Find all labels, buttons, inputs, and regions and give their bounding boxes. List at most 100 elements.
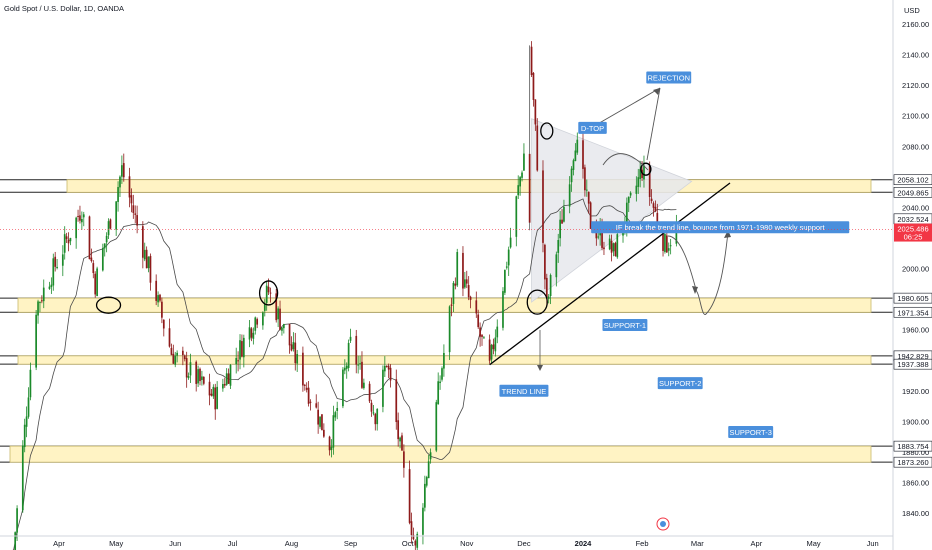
x-tick-label: Feb bbox=[636, 539, 649, 548]
candle-body bbox=[197, 369, 199, 384]
hand-drawn-circle[interactable] bbox=[640, 162, 652, 176]
candle-body bbox=[290, 344, 293, 351]
candle-body bbox=[122, 163, 125, 178]
candle-body bbox=[225, 373, 228, 385]
annotation-label[interactable]: D-TOP bbox=[578, 121, 607, 134]
drawings[interactable] bbox=[95, 87, 731, 371]
candle-body bbox=[176, 352, 178, 356]
candle-body bbox=[302, 352, 304, 386]
candle-body bbox=[612, 243, 615, 252]
annotation-label[interactable]: SUPPORT-1 bbox=[602, 319, 648, 332]
price-tag-bg bbox=[893, 306, 932, 318]
candle-body bbox=[282, 324, 285, 329]
annotation-label[interactable]: TREND LINE bbox=[499, 384, 549, 397]
candle-body bbox=[229, 364, 232, 386]
resistance-zone[interactable] bbox=[66, 179, 872, 193]
candle-body bbox=[519, 177, 521, 187]
y-tick-label: 2000.00 bbox=[902, 265, 929, 274]
candle-body bbox=[536, 125, 539, 171]
candle-body bbox=[521, 172, 523, 178]
candle-body bbox=[275, 293, 278, 321]
candle-body bbox=[357, 364, 360, 366]
candle-body bbox=[492, 344, 495, 350]
candle-body bbox=[572, 160, 575, 170]
candle-body bbox=[117, 187, 119, 202]
candle-body bbox=[629, 192, 632, 196]
candle-body bbox=[50, 284, 53, 288]
candle-body bbox=[490, 344, 493, 360]
candle-body bbox=[545, 277, 548, 298]
candle-body bbox=[532, 72, 535, 100]
candle-body bbox=[319, 416, 321, 427]
hand-drawn-circle[interactable] bbox=[540, 122, 554, 140]
moving-average bbox=[13, 198, 677, 550]
candle-body bbox=[65, 236, 68, 240]
candle-body bbox=[481, 334, 483, 337]
candle-body bbox=[254, 317, 257, 331]
candle-body bbox=[549, 274, 552, 297]
candle-body bbox=[37, 301, 39, 316]
candle-body bbox=[614, 242, 617, 257]
candle-body bbox=[462, 252, 464, 289]
candle-body bbox=[69, 237, 72, 242]
candle-body bbox=[662, 226, 664, 251]
hand-drawn-circle[interactable] bbox=[95, 296, 122, 314]
hand-drawn-circle[interactable] bbox=[258, 280, 279, 306]
annotations[interactable]: REJECTION D-TOP IF break the trend line, b… bbox=[499, 71, 850, 439]
annotation-bg bbox=[728, 426, 774, 439]
y-tick-label: 1860.00 bbox=[902, 478, 929, 487]
candle-body bbox=[584, 167, 586, 191]
candle-body bbox=[328, 436, 331, 451]
chart-title: Gold Spot / U.S. Dollar, 1D, OANDA bbox=[4, 4, 125, 13]
candle-body bbox=[542, 170, 544, 243]
support-1[interactable] bbox=[17, 297, 872, 313]
candle-body bbox=[269, 292, 272, 294]
candle-body bbox=[101, 248, 104, 271]
candle-body bbox=[505, 266, 508, 268]
candle-body bbox=[464, 279, 466, 288]
annotation-label[interactable]: IF break the trend line, bounce from 197… bbox=[591, 221, 850, 234]
candle-body bbox=[56, 266, 58, 269]
candle-body bbox=[423, 483, 426, 508]
candle-body bbox=[585, 189, 588, 191]
hand-drawn-circle[interactable] bbox=[526, 289, 548, 315]
candle-body bbox=[292, 342, 295, 350]
candle-body bbox=[250, 328, 253, 338]
candle-body bbox=[383, 365, 386, 372]
candle-body bbox=[654, 206, 657, 212]
price-tag-bg bbox=[893, 440, 932, 452]
candle-body bbox=[168, 328, 171, 347]
trend-line[interactable] bbox=[489, 182, 731, 366]
candle-body bbox=[555, 254, 558, 278]
candle-body bbox=[307, 387, 310, 404]
events-icon[interactable] bbox=[656, 517, 670, 531]
candle-body bbox=[323, 429, 325, 437]
candle-body bbox=[361, 361, 363, 388]
y-tick-label: 1960.00 bbox=[902, 326, 929, 335]
support-3[interactable] bbox=[9, 445, 872, 463]
price-tag: 1980.605 bbox=[893, 292, 932, 304]
candle-body bbox=[79, 215, 81, 221]
candle-body bbox=[185, 358, 188, 378]
candle-body bbox=[625, 202, 628, 227]
price-tag: 1883.754 bbox=[893, 440, 932, 452]
y-tick-label: 2140.00 bbox=[902, 51, 929, 60]
candle-body bbox=[416, 533, 419, 548]
annotation-label[interactable]: SUPPORT-2 bbox=[657, 377, 703, 390]
candle-body bbox=[343, 367, 346, 371]
candle-body bbox=[92, 263, 95, 274]
candle-body bbox=[241, 341, 243, 357]
annotation-label[interactable]: REJECTION bbox=[646, 71, 692, 84]
annotation-bg bbox=[591, 221, 850, 234]
candle-body bbox=[128, 176, 131, 198]
candle-body bbox=[181, 350, 184, 356]
candle-body bbox=[121, 165, 123, 177]
candle-body bbox=[403, 451, 405, 468]
candle-body bbox=[429, 452, 432, 460]
annotation-label[interactable]: SUPPORT-3 bbox=[728, 426, 774, 439]
candle-body bbox=[665, 235, 668, 253]
candle-body bbox=[427, 461, 430, 479]
candle-body bbox=[263, 303, 266, 311]
candle-body bbox=[170, 347, 173, 355]
